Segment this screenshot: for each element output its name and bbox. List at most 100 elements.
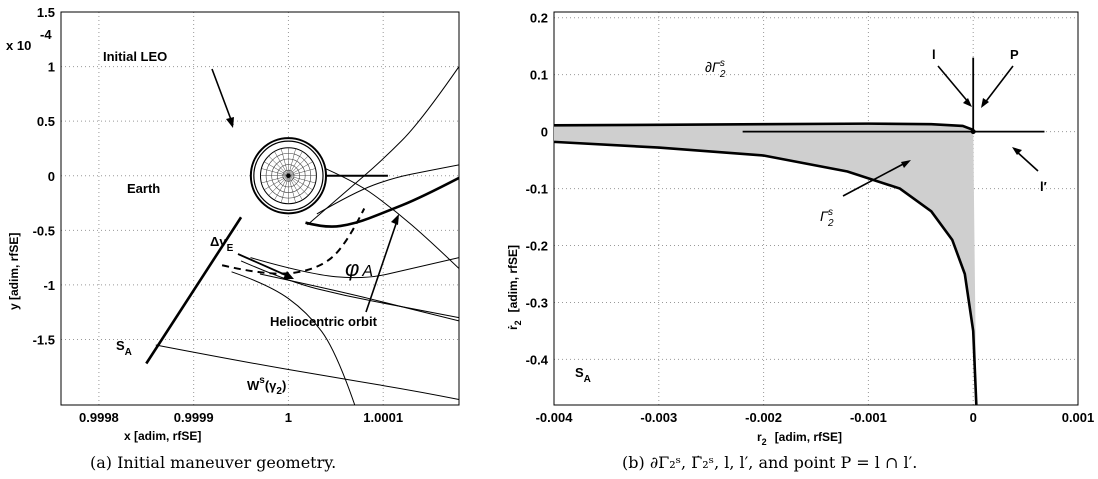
y-tick-label-a: -1.5: [33, 333, 55, 348]
x-label-a: x [adim, rfSE]: [124, 429, 201, 443]
y-tick-label-b: -0.3: [526, 295, 548, 310]
caption-a: (a) Initial maneuver geometry.: [90, 453, 337, 472]
y-label-b: ṙ2[adim, rfSE]: [506, 245, 523, 330]
label-sa-b: SA: [575, 365, 591, 385]
x-tick-label-b: 0.001: [1062, 410, 1095, 425]
x-tick-label-b: -0.004: [536, 410, 574, 425]
y-tick-label-b: 0: [541, 125, 548, 140]
x-tick-label-b: -0.002: [745, 410, 782, 425]
earth-spoke: [288, 175, 296, 203]
y-tick-label-b: -0.4: [526, 352, 549, 367]
x-tick-label-a: 1: [285, 410, 292, 425]
arrowhead-delta-v: [283, 271, 294, 279]
series-thin-lower-3: [259, 273, 459, 322]
arrow-helio: [365, 217, 399, 313]
point-p: [970, 129, 976, 135]
plot-a-area: [60, 11, 460, 406]
earth-spoke: [288, 148, 296, 176]
earth-spoke: [274, 151, 289, 176]
y-tick-label-b: -0.2: [526, 239, 548, 254]
arrow-gamma-dot: [842, 161, 908, 197]
earth-spoke: [288, 175, 303, 201]
earth-spoke: [288, 175, 309, 196]
y-tick-label-a: 0.5: [37, 114, 55, 129]
boundary-lower: [553, 140, 978, 406]
arrowhead-initial-leo: [226, 117, 234, 128]
label-initial-leo: Initial LEO: [103, 49, 167, 64]
earth-spoke: [280, 175, 289, 203]
x-tick-label-b: 0: [970, 410, 977, 425]
arrow-delta-v: [237, 253, 291, 278]
plot-a-frame: [60, 11, 460, 406]
arrow-p: [983, 65, 1014, 105]
arrow-l: [937, 65, 970, 104]
series-thin-lower-1: [250, 257, 459, 279]
label-lprime: l′: [1040, 179, 1047, 194]
y-tick-label-b: -0.1: [526, 182, 548, 197]
label-delta-v: ΔvE: [210, 234, 234, 254]
region-gamma-dot: [554, 123, 977, 406]
earth-spoke: [288, 161, 313, 176]
series-ws-lower: [155, 344, 459, 401]
y-tick-label-b: 0.2: [530, 11, 548, 26]
label-l: l: [932, 47, 936, 62]
series-ws-left: [231, 271, 356, 405]
y-tick-label-a: 1: [48, 60, 55, 75]
earth-spoke: [261, 168, 289, 176]
boundary-upper: [553, 122, 974, 132]
y-exponent: x 10: [6, 38, 31, 53]
earth-spoke: [274, 175, 289, 201]
x-tick-label-a: 0.9999: [174, 410, 214, 425]
label-sa-a: SA: [116, 338, 132, 358]
earth-spoke: [288, 151, 303, 176]
x-tick-label-b: -0.003: [640, 410, 677, 425]
plot-b-frame: [553, 11, 1079, 406]
arrowhead-gamma-dot: [901, 160, 911, 168]
arrowhead-l: [963, 98, 972, 107]
y-label-a: y [adim, rfSE]: [7, 233, 21, 310]
leo-inner: [253, 140, 324, 211]
label-gamma-dot: Γ̇s 2: [820, 207, 834, 229]
arrow-initial-leo: [211, 68, 234, 126]
label-boundary: ∂Γs 2: [705, 58, 726, 80]
y-tick-label-a: -0.5: [33, 223, 55, 238]
arrowhead-lprime: [1012, 147, 1022, 155]
earth-spoke: [264, 175, 289, 190]
earth-spoke: [288, 175, 313, 190]
earth-spoke: [268, 155, 289, 176]
label-ws: Ws(γ2): [247, 375, 286, 397]
series-group-a: [145, 66, 459, 405]
series-thin-upper-1: [307, 66, 459, 226]
earth-spoke: [288, 155, 309, 176]
series-sa-line: [145, 216, 243, 365]
series-thin-upper-2: [316, 164, 459, 215]
earth-spoke: [280, 148, 289, 176]
plot-b-area: [553, 11, 1079, 406]
caption-b: (b) ∂Γ₂ˢ, Γ̇₂ˢ, l, l′, and point P = l ∩…: [622, 453, 918, 472]
earth-spoke: [288, 175, 316, 184]
x-tick-label-a: 1.0001: [363, 410, 403, 425]
y-exponent-power: -4: [40, 27, 52, 42]
earth-spoke: [261, 175, 289, 184]
x-label-b: r2 [adim, rfSE]: [757, 430, 842, 447]
y-tick-label-b: 0.1: [530, 68, 548, 83]
earth-spoke: [264, 161, 289, 176]
earth-spoke: [288, 168, 316, 176]
label-earth: Earth: [127, 181, 160, 196]
x-tick-label-a: 0.9998: [79, 410, 119, 425]
y-tick-label-a: 1.5: [37, 5, 55, 20]
series-heliocentric-orbit: [305, 176, 459, 228]
x-tick-label-b: -0.001: [850, 410, 887, 425]
earth-spoke: [268, 175, 289, 196]
label-p: P: [1010, 47, 1019, 62]
arrow-lprime: [1015, 150, 1039, 172]
series-dashed-phi: [221, 208, 366, 275]
earth-center: [286, 173, 291, 178]
y-tick-label-a: -1: [43, 278, 55, 293]
label-heliocentric-orbit: Heliocentric orbit: [270, 314, 378, 329]
arrowhead-p: [981, 98, 989, 108]
y-tick-label-a: 0: [48, 169, 55, 184]
